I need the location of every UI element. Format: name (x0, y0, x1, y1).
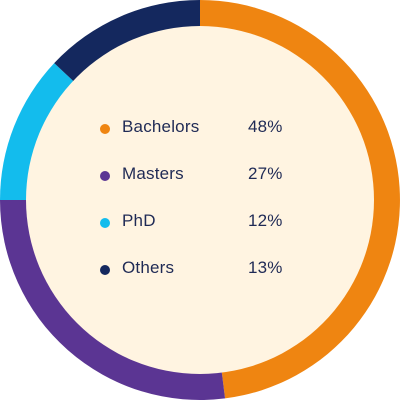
legend-label: PhD (122, 211, 156, 230)
legend-value: 13% (248, 258, 283, 277)
legend: Bachelors 48% Masters 27% PhD 12% Others 13% (96, 112, 306, 300)
legend-item-bachelors: Bachelors 48% (96, 112, 306, 159)
legend-label: Others (122, 258, 175, 277)
legend-dot (100, 124, 110, 134)
legend-value: 48% (248, 117, 283, 136)
legend-value: 27% (248, 164, 283, 183)
legend-item-masters: Masters 27% (96, 159, 306, 206)
legend-value: 12% (248, 211, 283, 230)
legend-item-phd: PhD 12% (96, 206, 306, 253)
legend-label: Bachelors (122, 117, 200, 136)
legend-dot (100, 218, 110, 228)
legend-dot (100, 265, 110, 275)
legend-label: Masters (122, 164, 184, 183)
legend-dot (100, 171, 110, 181)
legend-item-others: Others 13% (96, 253, 306, 300)
donut-center (26, 26, 374, 374)
